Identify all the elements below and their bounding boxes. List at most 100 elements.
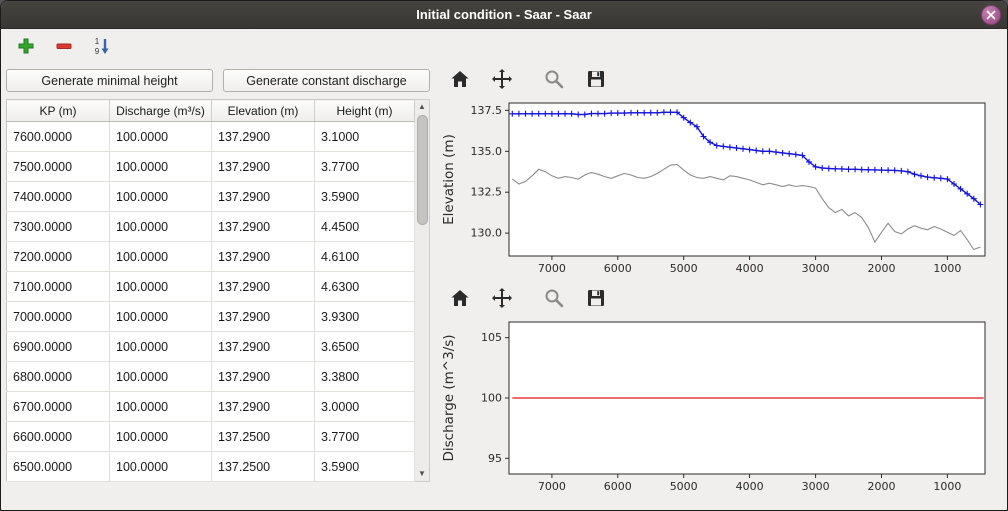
zoom-button[interactable] xyxy=(539,66,569,92)
table-cell[interactable]: 6500.0000 xyxy=(6,451,110,482)
home-icon xyxy=(451,71,469,87)
table-cell[interactable]: 100.0000 xyxy=(109,391,212,422)
remove-row-button[interactable] xyxy=(51,33,77,59)
table-row: 6600.0000 100.0000 137.2500 3.7700 xyxy=(6,421,415,452)
save-figure-button[interactable] xyxy=(581,66,611,92)
table-cell[interactable]: 100.0000 xyxy=(109,241,212,272)
svg-text:4000: 4000 xyxy=(736,262,764,275)
generate-constant-discharge-button[interactable]: Generate constant discharge xyxy=(223,69,430,92)
svg-text:2000: 2000 xyxy=(868,262,896,275)
table-cell[interactable]: 3.1000 xyxy=(314,121,415,152)
table-cell[interactable]: 4.4500 xyxy=(314,211,415,242)
pan-button[interactable] xyxy=(487,66,517,92)
column-header[interactable]: Discharge (m³/s) xyxy=(109,99,212,122)
table-cell[interactable]: 7500.0000 xyxy=(6,151,110,182)
vertical-scrollbar[interactable]: ▲ ▼ xyxy=(415,99,430,482)
zoom-button[interactable] xyxy=(539,285,569,311)
svg-text:7000: 7000 xyxy=(538,262,566,275)
table-cell[interactable]: 6800.0000 xyxy=(6,361,110,392)
right-panel: 7000 6000 5000 4000 3000 2000 1000 130.0 132.5 13… xyxy=(435,63,1007,510)
table-cell[interactable]: 100.0000 xyxy=(109,331,212,362)
table-cell[interactable]: 6600.0000 xyxy=(6,421,110,452)
table-cell[interactable]: 6900.0000 xyxy=(6,331,110,362)
table-cell[interactable]: 100.0000 xyxy=(109,121,212,152)
plus-icon xyxy=(18,38,34,54)
svg-text:105: 105 xyxy=(481,331,502,344)
table-row: 7100.0000 100.0000 137.2900 4.6300 xyxy=(6,271,415,302)
svg-text:6000: 6000 xyxy=(604,480,632,493)
column-header[interactable]: KP (m) xyxy=(6,99,110,122)
floppy-save-icon xyxy=(588,71,604,87)
table-cell[interactable]: 7400.0000 xyxy=(6,181,110,212)
table-cell[interactable]: 100.0000 xyxy=(109,361,212,392)
column-header[interactable]: Height (m) xyxy=(314,99,415,122)
table-cell[interactable]: 3.6500 xyxy=(314,331,415,362)
table-cell[interactable]: 4.6300 xyxy=(314,271,415,302)
sort-rows-button[interactable]: 1 9 xyxy=(89,33,115,59)
scroll-up-arrow-icon[interactable]: ▲ xyxy=(418,102,426,111)
table-cell[interactable]: 3.5900 xyxy=(314,181,415,212)
table-cell[interactable]: 100.0000 xyxy=(109,301,212,332)
table-cell[interactable]: 4.6100 xyxy=(314,241,415,272)
home-button[interactable] xyxy=(445,66,475,92)
svg-text:9: 9 xyxy=(95,47,100,56)
table-cell[interactable]: 7600.0000 xyxy=(6,121,110,152)
table-cell[interactable]: 137.2900 xyxy=(211,241,315,272)
table-cell[interactable]: 3.3800 xyxy=(314,361,415,392)
table-cell[interactable]: 7000.0000 xyxy=(6,301,110,332)
elevation-chart[interactable]: 7000 6000 5000 4000 3000 2000 1000 130.0 132.5 13… xyxy=(437,95,995,282)
table-cell[interactable]: 137.2900 xyxy=(211,121,315,152)
table-cell[interactable]: 137.2900 xyxy=(211,271,315,302)
elevation-plot-block: 7000 6000 5000 4000 3000 2000 1000 130.0 132.5 13… xyxy=(437,63,1003,282)
floppy-save-icon xyxy=(588,290,604,306)
magnifier-zoom-icon xyxy=(545,289,564,308)
generate-buttons-row: Generate minimal height Generate constan… xyxy=(6,69,430,92)
table-cell[interactable]: 6700.0000 xyxy=(6,391,110,422)
table-row: 6900.0000 100.0000 137.2900 3.6500 xyxy=(6,331,415,362)
table-cell[interactable]: 3.7700 xyxy=(314,421,415,452)
svg-text:4000: 4000 xyxy=(736,480,764,493)
column-header[interactable]: Elevation (m) xyxy=(211,99,315,122)
table-cell[interactable]: 7200.0000 xyxy=(6,241,110,272)
table-cell[interactable]: 137.2900 xyxy=(211,181,315,212)
pan-button[interactable] xyxy=(487,285,517,311)
table-cell[interactable]: 3.7700 xyxy=(314,151,415,182)
discharge-nav-toolbar xyxy=(437,282,1003,314)
table-cell[interactable]: 100.0000 xyxy=(109,421,212,452)
table-cell[interactable]: 100.0000 xyxy=(109,151,212,182)
table-cell[interactable]: 137.2900 xyxy=(211,391,315,422)
generate-minimal-height-button[interactable]: Generate minimal height xyxy=(6,69,213,92)
home-button[interactable] xyxy=(445,285,475,311)
table-row: 7000.0000 100.0000 137.2900 3.9300 xyxy=(6,301,415,332)
add-row-button[interactable] xyxy=(13,33,39,59)
table-row: 7500.0000 100.0000 137.2900 3.7700 xyxy=(6,151,415,182)
svg-text:1: 1 xyxy=(95,37,100,46)
table-cell[interactable]: 100.0000 xyxy=(109,271,212,302)
table-cell[interactable]: 7100.0000 xyxy=(6,271,110,302)
table-cell[interactable]: 3.5900 xyxy=(314,451,415,482)
table-cell[interactable]: 137.2500 xyxy=(211,451,315,482)
table-cell[interactable]: 137.2500 xyxy=(211,421,315,452)
close-button[interactable] xyxy=(981,5,1001,25)
svg-text:137.5: 137.5 xyxy=(471,104,503,117)
table-cell[interactable]: 137.2900 xyxy=(211,361,315,392)
minus-icon xyxy=(56,43,72,49)
table-cell[interactable]: 137.2900 xyxy=(211,151,315,182)
table-cell[interactable]: 100.0000 xyxy=(109,451,212,482)
home-icon xyxy=(451,290,469,306)
save-figure-button[interactable] xyxy=(581,285,611,311)
svg-text:132.5: 132.5 xyxy=(471,186,503,199)
discharge-chart[interactable]: 7000 6000 5000 4000 3000 2000 1000 95 100 105 Disc… xyxy=(437,314,995,500)
table-cell[interactable]: 100.0000 xyxy=(109,211,212,242)
scrollbar-thumb[interactable] xyxy=(417,115,428,225)
table-cell[interactable]: 137.2900 xyxy=(211,301,315,332)
table-cell[interactable]: 100.0000 xyxy=(109,181,212,212)
table-cell[interactable]: 3.0000 xyxy=(314,391,415,422)
table-row: 7300.0000 100.0000 137.2900 4.4500 xyxy=(6,211,415,242)
table-cell[interactable]: 137.2900 xyxy=(211,331,315,362)
table-cell[interactable]: 137.2900 xyxy=(211,211,315,242)
table-cell[interactable]: 7300.0000 xyxy=(6,211,110,242)
scroll-down-arrow-icon[interactable]: ▼ xyxy=(418,469,426,478)
table-cell[interactable]: 3.9300 xyxy=(314,301,415,332)
